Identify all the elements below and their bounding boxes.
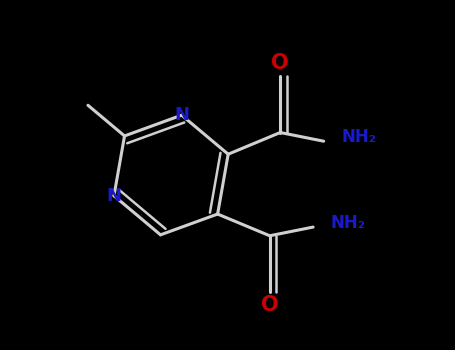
Text: N: N bbox=[174, 106, 189, 124]
Text: NH₂: NH₂ bbox=[341, 128, 376, 146]
Text: O: O bbox=[261, 295, 278, 315]
Text: N: N bbox=[106, 187, 121, 205]
Text: O: O bbox=[272, 53, 289, 73]
Text: NH₂: NH₂ bbox=[330, 214, 365, 232]
